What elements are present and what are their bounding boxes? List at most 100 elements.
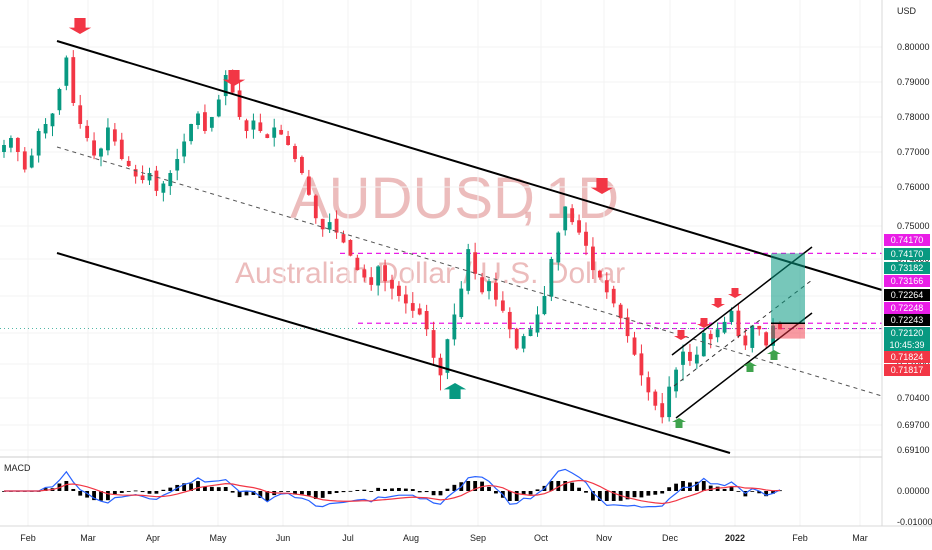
candle-body: [29, 155, 34, 168]
macd-histogram-bar: [403, 488, 408, 491]
price-tag: [884, 248, 930, 260]
candle-body: [168, 173, 173, 187]
macd-histogram-bar: [764, 491, 769, 497]
currency-label: USD: [897, 6, 917, 16]
candle-body: [348, 239, 353, 256]
time-tick: Mar: [80, 533, 96, 543]
candle-body: [334, 218, 339, 233]
candle-body: [140, 175, 145, 180]
macd-tick: 0.00000: [897, 486, 930, 496]
candle-body: [154, 170, 159, 191]
macd-histogram-bar: [445, 488, 450, 491]
macd-histogram-bar: [487, 486, 491, 491]
down-arrow-icon: [68, 18, 92, 34]
candle-body: [487, 281, 491, 292]
candle-body: [611, 288, 616, 304]
candle-body: [584, 231, 588, 246]
candle-body: [251, 120, 256, 130]
candle-body: [688, 351, 692, 361]
macd-histogram-bar: [313, 491, 318, 499]
candle-body: [203, 112, 207, 131]
up-arrow-icon: [443, 383, 467, 399]
candle-body: [549, 259, 554, 297]
channel-upper-line: [56, 40, 883, 291]
candle-body: [556, 232, 561, 263]
candle-body: [182, 141, 187, 157]
macd-histogram-bar: [258, 491, 263, 499]
candle-body: [667, 386, 672, 418]
macd-histogram-bar: [223, 486, 228, 491]
macd-histogram-bar: [715, 486, 720, 491]
macd-histogram-bar: [514, 491, 519, 501]
macd-histogram-bar: [521, 491, 526, 495]
candle-body: [535, 314, 540, 333]
time-tick: Dec: [662, 533, 679, 543]
macd-histogram-bar: [722, 488, 727, 491]
candle-body: [161, 183, 166, 193]
macd-histogram-bar: [660, 491, 665, 494]
small-down-arrow-icon: [674, 330, 688, 340]
watermark-symbol: AUDUSD: [290, 166, 535, 231]
small-down-arrow-icon: [728, 288, 742, 298]
macd-histogram-bar: [708, 485, 713, 491]
candle-body: [597, 270, 602, 278]
candle-body: [300, 156, 304, 173]
macd-histogram-bar: [216, 487, 221, 491]
candle-body: [106, 127, 110, 151]
candle-body: [722, 321, 727, 333]
macd-histogram-bar: [625, 491, 630, 500]
time-tick: Sep: [470, 533, 486, 543]
price-tag-text: 0.72248: [891, 303, 924, 313]
candle-body: [64, 57, 69, 86]
price-tick: 0.77000: [897, 147, 930, 157]
candle-body: [494, 282, 498, 300]
macd-histogram-bar: [203, 486, 207, 491]
signal-arrows: [68, 18, 781, 428]
macd-histogram-bar: [362, 489, 367, 491]
macd-histogram-bar: [279, 491, 284, 492]
macd-histogram-bar: [507, 491, 512, 501]
macd-histogram-bar: [681, 481, 685, 491]
time-tick: Apr: [146, 533, 160, 543]
macd-histogram-bar: [667, 487, 672, 491]
candle-body: [563, 206, 568, 231]
price-tag-text: 0.73166: [891, 276, 924, 286]
candle-body: [196, 113, 200, 125]
candle-body: [431, 330, 436, 358]
candle-body: [376, 266, 381, 286]
macd-histogram-bar: [604, 491, 609, 501]
macd-histogram-bar: [397, 487, 401, 491]
candle-body: [500, 300, 505, 311]
candle-body: [99, 148, 103, 157]
macd-histogram-bar: [563, 481, 568, 491]
price-tag: [884, 351, 930, 363]
macd-histogram-bar: [611, 491, 616, 501]
price-tag-text: 0.71817: [891, 365, 924, 375]
time-axis: Feb Mar Apr May Jun Jul Aug Sep Oct Nov Dec 2022 Feb…: [20, 533, 868, 543]
macd-histogram-bar: [112, 491, 117, 495]
signal-line: [4, 479, 781, 505]
candle-body: [764, 332, 769, 346]
macd-histogram-bar: [632, 491, 637, 498]
candle-body: [528, 329, 533, 337]
price-tick: 0.70400: [897, 393, 930, 403]
position-tool[interactable]: [771, 253, 805, 339]
candle-body: [424, 311, 429, 330]
candle-body: [78, 105, 83, 124]
small-down-arrow-icon: [697, 318, 711, 328]
macd-histogram-bar: [646, 491, 651, 496]
price-tag-text: 0.72120: [891, 328, 924, 338]
macd-histogram-bar: [244, 491, 249, 496]
time-tick: Jun: [276, 533, 291, 543]
candle-body: [306, 176, 311, 195]
macd-histogram-bar: [431, 491, 436, 496]
macd-histogram-bar: [119, 491, 124, 493]
macd-histogram-bar: [85, 491, 90, 498]
macd-histogram-bar: [92, 491, 96, 501]
price-tag-text: 0.74170: [891, 235, 924, 245]
candle-body: [715, 329, 720, 338]
candle-body: [507, 311, 512, 330]
candle-body: [743, 335, 748, 346]
macd-histogram-bar: [535, 489, 540, 491]
